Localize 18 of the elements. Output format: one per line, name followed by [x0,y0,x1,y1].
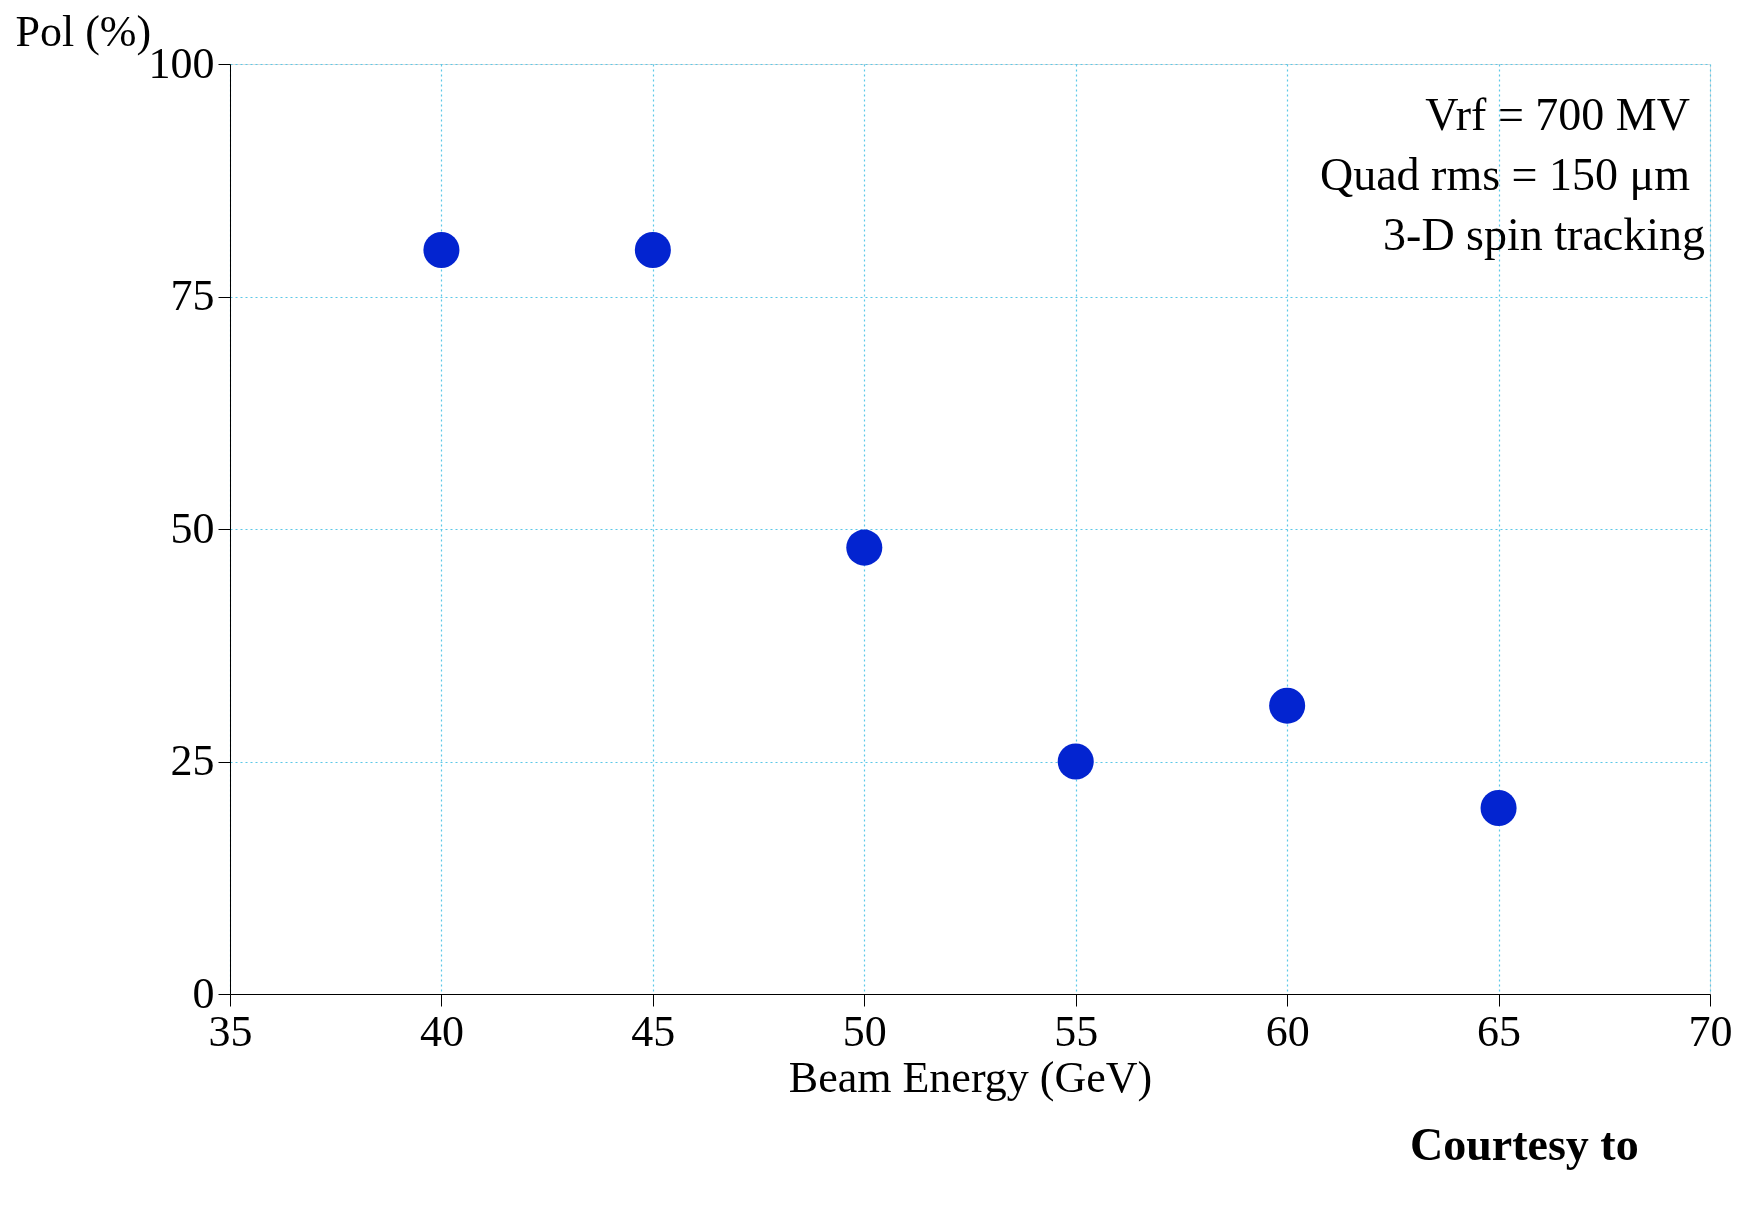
point [846,529,883,566]
x-tick-label: 65 [1477,1006,1522,1056]
point [423,232,460,268]
annotation: Quad rms = 150 μm [1319,149,1691,200]
annotation: 3-D spin tracking [1383,209,1705,260]
y-tick-label: 75 [170,271,215,320]
point [1269,687,1306,724]
text: Courtesy to [1410,1119,1639,1170]
x-tick-label: 70 [1688,1006,1733,1056]
point [634,232,671,268]
y-tick-label: 25 [170,736,215,785]
point [1480,790,1517,826]
x-tick-label: 60 [1265,1006,1310,1056]
y-tick-label: 50 [170,503,215,553]
point [1057,743,1094,780]
x-tick-label: 45 [631,1006,676,1056]
annotation: Vrf = 700 MV [1425,89,1690,140]
x-tick-label: 40 [419,1006,464,1056]
